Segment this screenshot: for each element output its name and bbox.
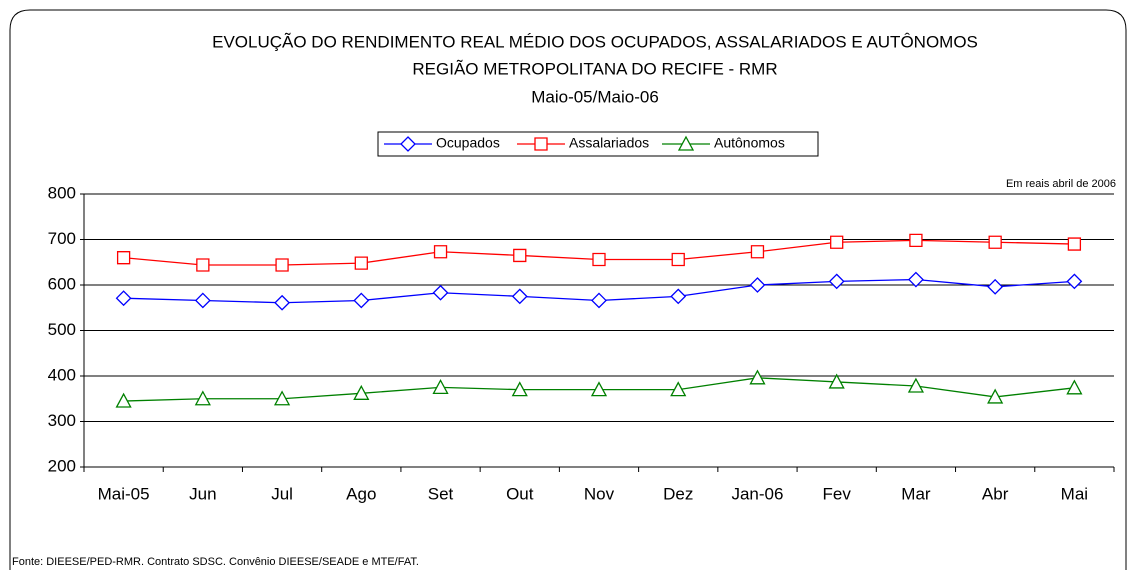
data-point — [671, 252, 685, 267]
y-tick-label: 400 — [48, 365, 76, 384]
data-point — [513, 248, 527, 263]
data-point — [432, 379, 449, 395]
legend-label: Autônomos — [714, 135, 785, 151]
x-tick-label: Jul — [271, 484, 293, 503]
y-tick-label: 500 — [48, 320, 76, 339]
data-point — [830, 235, 844, 249]
data-point — [115, 290, 132, 307]
data-point — [828, 273, 845, 290]
data-point — [1066, 379, 1083, 395]
data-point — [670, 381, 687, 397]
data-point — [749, 369, 766, 385]
data-point — [354, 256, 368, 270]
data-point — [988, 235, 1002, 249]
data-point — [274, 294, 290, 311]
chart-title: EVOLUÇÃO DO RENDIMENTO REAL MÉDIO DOS OC… — [212, 32, 978, 51]
x-tick-label: Jun — [189, 484, 216, 503]
data-point — [275, 258, 289, 272]
data-point — [590, 381, 608, 397]
data-point — [908, 271, 924, 288]
x-tick-label: Out — [506, 484, 534, 503]
data-point — [907, 377, 925, 393]
data-point — [1067, 237, 1082, 251]
frame — [9, 9, 1127, 570]
data-point — [511, 288, 528, 305]
data-point — [116, 251, 131, 265]
x-tick-label: Abr — [982, 484, 1009, 503]
unit-note: Em reais abril de 2006 — [1006, 178, 1116, 190]
data-point — [194, 390, 211, 406]
data-point — [987, 388, 1004, 404]
data-point — [196, 258, 210, 272]
data-point — [194, 292, 211, 309]
data-point — [115, 392, 132, 408]
data-point — [433, 245, 448, 259]
data-point — [591, 292, 607, 309]
data-point — [670, 288, 687, 305]
x-tick-label: Fev — [823, 484, 852, 503]
y-tick-label: 300 — [48, 411, 76, 430]
y-tick-label: 600 — [48, 274, 76, 293]
y-tick-label: 200 — [48, 456, 76, 475]
data-point — [1066, 273, 1083, 290]
data-point — [987, 278, 1004, 295]
chart-period: Maio-05/Maio-06 — [531, 87, 659, 106]
data-point — [749, 277, 766, 293]
data-point — [353, 292, 370, 309]
data-point — [909, 233, 923, 248]
data-point — [750, 245, 765, 259]
x-tick-label: Jan-06 — [731, 484, 783, 503]
x-tick-label: Mar — [901, 484, 931, 503]
y-tick-label: 700 — [48, 229, 76, 248]
legend-marker — [677, 135, 695, 151]
y-tick-label: 800 — [48, 183, 76, 202]
data-point — [273, 390, 291, 406]
legend-label: Assalariados — [569, 135, 649, 151]
source-note: Fonte: DIEESE/PED-RMR. Contrato SDSC. Co… — [12, 556, 419, 568]
x-tick-label: Dez — [663, 484, 693, 503]
x-tick-label: Set — [428, 484, 454, 503]
data-point — [592, 252, 606, 267]
data-point — [432, 284, 449, 301]
legend-label: Ocupados — [436, 135, 500, 151]
x-tick-label: Mai — [1061, 484, 1088, 503]
chart-subtitle: REGIÃO METROPOLITANA DO RECIFE - RMR — [412, 59, 777, 78]
data-point — [511, 381, 528, 397]
legend-marker — [534, 137, 548, 151]
x-tick-label: Nov — [584, 484, 615, 503]
legend-box — [377, 131, 819, 157]
x-tick-label: Mai-05 — [98, 484, 150, 503]
data-point — [828, 373, 845, 389]
x-tick-label: Ago — [346, 484, 376, 503]
legend-marker — [400, 136, 416, 152]
data-point — [353, 384, 370, 400]
